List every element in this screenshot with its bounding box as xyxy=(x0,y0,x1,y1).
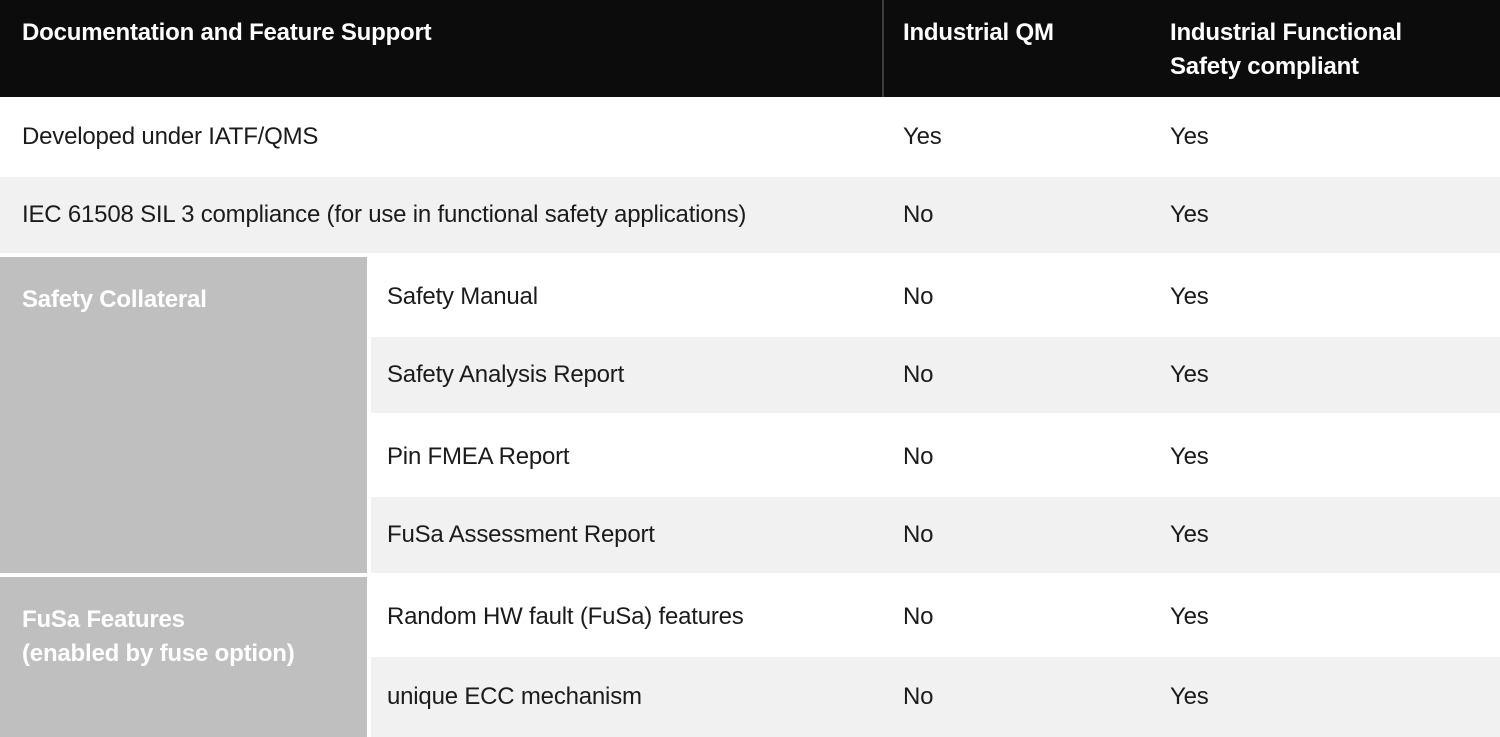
cell-qm-unique-ecc: No xyxy=(884,657,1151,737)
cell-fusa-iec61508: Yes xyxy=(1151,177,1500,257)
cell-fusa-developed: Yes xyxy=(1151,97,1500,177)
row-label-pin-fmea-report: Pin FMEA Report xyxy=(371,417,884,497)
header-industrial-functional-safety: Industrial Functional Safety compliant xyxy=(1151,0,1500,97)
row-label-random-hw-fault: Random HW fault (FuSa) features xyxy=(371,577,884,657)
cell-qm-iec61508: No xyxy=(884,177,1151,257)
section-label-safety-collateral: Safety Collateral xyxy=(22,286,207,313)
row-label-developed-under-iatf-qms: Developed under IATF/QMS xyxy=(0,97,884,177)
cell-fusa-fusa-assessment: Yes xyxy=(1151,497,1500,577)
cell-qm-pin-fmea: No xyxy=(884,417,1151,497)
section-cell-safety-collateral: Safety Collateral xyxy=(0,257,367,577)
cell-fusa-safety-analysis: Yes xyxy=(1151,337,1500,417)
row-label-safety-analysis-report: Safety Analysis Report xyxy=(371,337,884,417)
section-label-fusa-features-line2: (enabled by fuse option) xyxy=(22,640,295,667)
cell-fusa-unique-ecc: Yes xyxy=(1151,657,1500,737)
cell-qm-safety-analysis: No xyxy=(884,337,1151,417)
row-label-iec-61508-sil3: IEC 61508 SIL 3 compliance (for use in f… xyxy=(0,177,884,257)
header-industrial-qm: Industrial QM xyxy=(884,0,1151,97)
cell-qm-random-hw-fault: No xyxy=(884,577,1151,657)
row-label-safety-manual: Safety Manual xyxy=(371,257,884,337)
cell-fusa-random-hw-fault: Yes xyxy=(1151,577,1500,657)
section-cell-fusa-features: FuSa Features (enabled by fuse option) xyxy=(0,577,367,737)
cell-fusa-pin-fmea: Yes xyxy=(1151,417,1500,497)
cell-qm-safety-manual: No xyxy=(884,257,1151,337)
header-documentation-feature-support: Documentation and Feature Support xyxy=(0,0,884,97)
cell-qm-developed: Yes xyxy=(884,97,1151,177)
cell-qm-fusa-assessment: No xyxy=(884,497,1151,577)
section-label-fusa-features-line1: FuSa Features xyxy=(22,606,185,633)
cell-fusa-safety-manual: Yes xyxy=(1151,257,1500,337)
row-label-fusa-assessment-report: FuSa Assessment Report xyxy=(371,497,884,577)
row-label-unique-ecc-mechanism: unique ECC mechanism xyxy=(371,657,884,737)
